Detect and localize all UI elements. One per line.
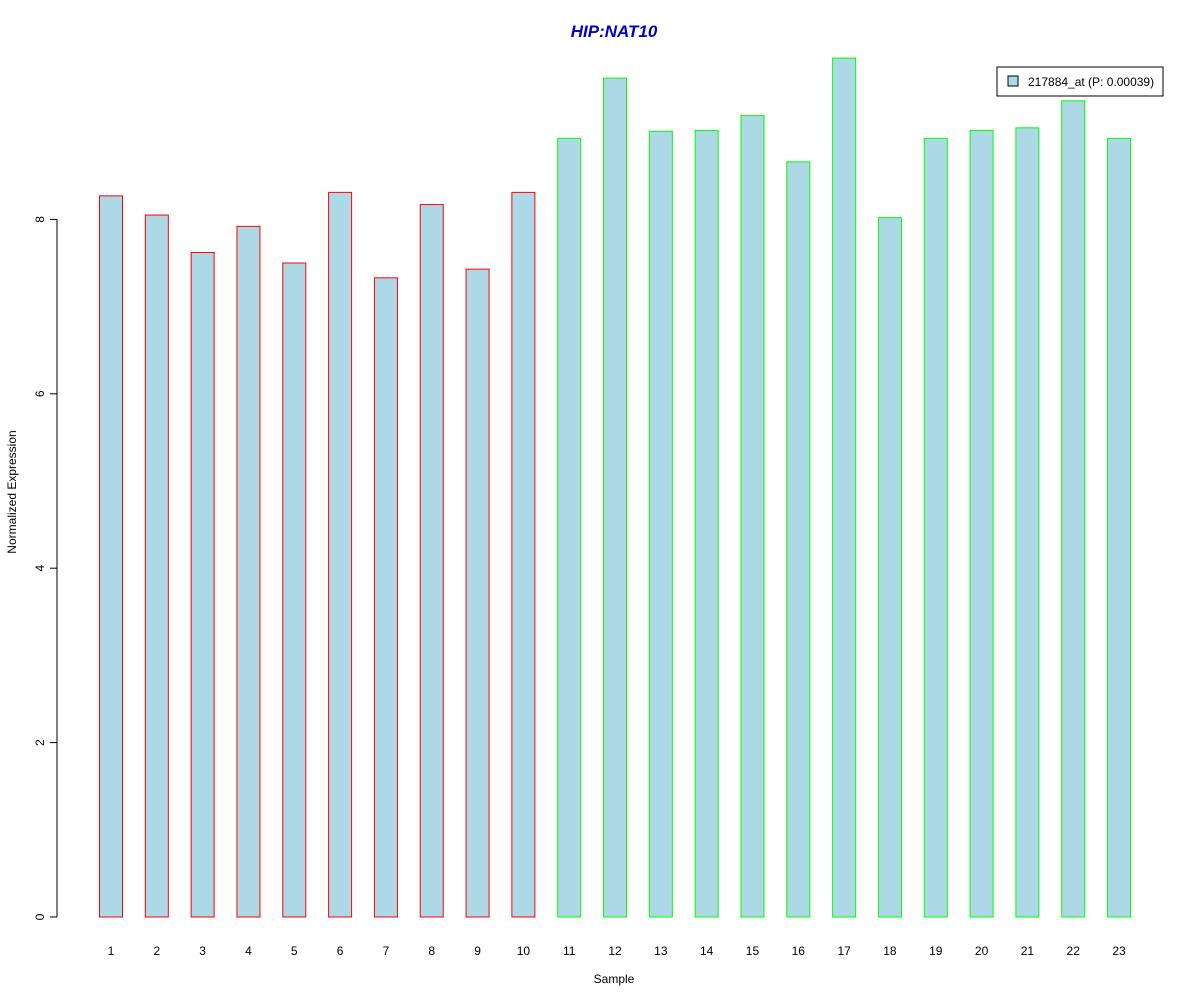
- x-tick-label: 16: [792, 944, 806, 958]
- bar-sample-3: [190, 252, 215, 918]
- legend-label: 217884_at (P: 0.00039): [1028, 75, 1154, 89]
- y-tick-label: 0: [33, 913, 47, 920]
- x-tick-label: 5: [291, 944, 298, 958]
- x-tick-label: 4: [245, 944, 252, 958]
- bar-sample-12: [603, 77, 628, 918]
- bar-sample-21: [1015, 127, 1040, 918]
- x-tick-label: 15: [746, 944, 760, 958]
- y-tick-label: 4: [33, 565, 47, 572]
- x-tick-label: 23: [1112, 944, 1126, 958]
- x-tick-label: 11: [563, 944, 576, 958]
- x-tick-label: 12: [608, 944, 622, 958]
- chart-title: HIP:NAT10: [571, 22, 658, 41]
- bar-sample-2: [144, 214, 169, 918]
- y-tick-label: 6: [33, 390, 47, 397]
- x-tick-label: 9: [474, 944, 481, 958]
- bar-sample-5: [282, 262, 307, 918]
- legend-box: [996, 66, 1164, 97]
- y-axis-label: Normalized Expression: [5, 430, 19, 553]
- y-axis: 0 2 4 6 8: [33, 216, 58, 920]
- x-tick-label: 2: [153, 944, 160, 958]
- bar-sample-10: [511, 191, 536, 918]
- x-tick-label: 3: [199, 944, 206, 958]
- x-tick-label: 13: [654, 944, 668, 958]
- x-tick-label: 6: [337, 944, 344, 958]
- bar-sample-16: [786, 161, 811, 918]
- x-tick-label: 20: [975, 944, 989, 958]
- x-tick-label: 1: [108, 944, 115, 958]
- y-tick-label: 8: [33, 216, 47, 223]
- x-tick-label: 10: [517, 944, 531, 958]
- bar-sample-8: [419, 204, 444, 918]
- legend-swatch: [1007, 75, 1019, 87]
- x-tick-label: 22: [1067, 944, 1081, 958]
- x-tick-label: 21: [1021, 944, 1035, 958]
- x-tick-label: 14: [700, 944, 714, 958]
- bars-group: [99, 57, 1132, 918]
- bar-sample-6: [328, 191, 353, 918]
- bar-sample-18: [877, 217, 902, 918]
- bar-sample-4: [236, 225, 261, 918]
- bar-sample-17: [832, 57, 857, 918]
- x-tick-label: 18: [883, 944, 897, 958]
- x-axis-label: Sample: [594, 972, 635, 986]
- x-tick-labels: 1 2 3 4 5 6 7 8 9 10 11 12 13 14 15 16 17 18 19 20 21 22 23: [108, 944, 1126, 958]
- bar-sample-22: [1061, 100, 1086, 918]
- x-tick-label: 8: [428, 944, 435, 958]
- bar-sample-7: [373, 277, 398, 918]
- legend: 217884_at (P: 0.00039): [996, 66, 1164, 97]
- bar-sample-1: [99, 195, 123, 918]
- x-tick-label: 7: [383, 944, 390, 958]
- bar-sample-14: [694, 129, 719, 918]
- bar-sample-9: [465, 268, 490, 918]
- bar-sample-13: [648, 130, 673, 918]
- bar-sample-19: [923, 137, 948, 918]
- bar-sample-15: [740, 115, 765, 918]
- bar-sample-11: [557, 137, 582, 918]
- x-tick-label: 17: [837, 944, 851, 958]
- bar-sample-20: [969, 129, 994, 918]
- y-tick-label: 2: [33, 739, 47, 746]
- x-tick-label: 19: [929, 944, 943, 958]
- bar-sample-23: [1107, 137, 1132, 918]
